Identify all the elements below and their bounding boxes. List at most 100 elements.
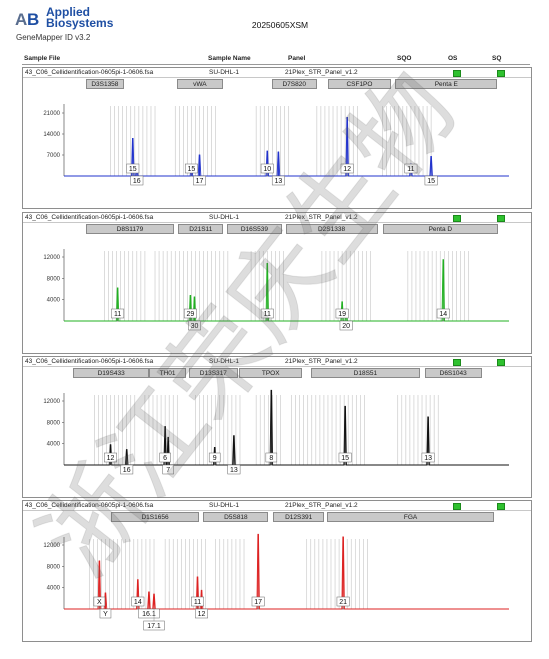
locus-bar-d5s818: D5S818: [203, 512, 269, 522]
locus-bar-tpox: TPOX: [239, 368, 303, 378]
col-sqo: SQO: [397, 55, 412, 62]
quality-sq-indicator: [497, 358, 505, 366]
locus-bar-d2s1338: D2S1338: [285, 224, 378, 234]
brand-name: Applied Biosystems: [46, 6, 113, 29]
col-panel: Panel: [288, 55, 306, 62]
run-id: 20250605XSM: [251, 20, 309, 30]
sample-name: SU-DHL-1: [209, 68, 239, 76]
allele-call-box: [340, 163, 354, 174]
sample-info-row: 43_C06_Cellidentification-0605pi-1-0606.…: [23, 213, 531, 223]
allele-call-label: 15: [188, 166, 196, 173]
allele-call-label: X: [97, 599, 102, 606]
allele-call-box: [138, 608, 160, 619]
quality-os-indicator: [453, 502, 461, 510]
allele-call: 17.1: [143, 609, 165, 631]
allele-call-box: [162, 464, 174, 475]
locus-bar-d18s51: D18S51: [310, 368, 421, 378]
allele-call-label: 13: [424, 455, 432, 462]
allele-call-label: 11: [114, 311, 121, 318]
locus-bar-d21s11: D21S11: [178, 224, 224, 234]
allele-call-label: 6: [163, 455, 167, 462]
allele-call-label: 11: [407, 166, 414, 173]
allele-call-box: [143, 620, 165, 631]
allele-call-box: [111, 308, 125, 319]
y-tick-label: 14000: [43, 132, 60, 138]
allele-call: 13: [271, 175, 285, 186]
allele-call: 15: [126, 163, 140, 176]
locus-bar-penta-d: Penta D: [382, 224, 498, 234]
locus-bar-th01: TH01: [149, 368, 186, 378]
allele-call-label: 12: [107, 455, 115, 462]
panel-name: 21Plex_STR_Panel_v1.2: [285, 501, 358, 509]
allele-call: 13: [227, 464, 241, 475]
locus-bar-penta-e: Penta E: [395, 79, 498, 89]
allele-call-box: [191, 596, 204, 607]
allele-call-label: 7: [166, 467, 170, 474]
locus-bar-d16s539: D16S539: [226, 224, 283, 234]
allele-call-label: 16.1: [142, 611, 156, 618]
col-sq: SQ: [492, 55, 502, 62]
panel-name: 21Plex_STR_Panel_v1.2: [285, 213, 358, 221]
electropherogram-3: 8016024032040048012000800040001216679138…: [43, 389, 509, 475]
allele-call: 12: [195, 608, 208, 619]
allele-call-label: 11: [264, 311, 271, 318]
allele-call-box: [227, 464, 241, 475]
y-tick-label: 8000: [47, 564, 61, 570]
allele-call: 29: [183, 308, 197, 321]
allele-call-box: [421, 452, 435, 463]
allele-call-box: [260, 308, 274, 319]
allele-call-box: [271, 175, 285, 186]
allele-call-label: 12: [343, 166, 351, 173]
sample-info-row: 43_C06_Cellidentification-0605pi-1-0606.…: [23, 357, 531, 367]
allele-call-label: 14: [134, 599, 142, 606]
allele-call: 14: [436, 308, 450, 321]
allele-call-box: [208, 452, 221, 463]
allele-call-box: [404, 163, 418, 174]
allele-call: 11: [191, 596, 204, 609]
signal-trace: [64, 533, 509, 610]
allele-call-box: [126, 163, 140, 174]
y-tick-label: 12000: [43, 399, 60, 405]
allele-call-label: 13: [230, 467, 238, 474]
allele-call-box: [159, 452, 171, 463]
allele-call-label: 15: [427, 178, 435, 185]
sample-panel-3: 43_C06_Cellidentification-0605pi-1-0606.…: [22, 356, 532, 498]
allele-call-label: 16: [123, 467, 131, 474]
col-sample-file: Sample File: [24, 55, 61, 62]
y-tick-label: 21000: [43, 111, 60, 117]
allele-call: 8: [265, 452, 278, 465]
locus-bar-d1s1656: D1S1656: [110, 512, 200, 522]
column-header-row: Sample File Sample Name Panel SQO OS SQ: [22, 55, 530, 65]
locus-bar-d8s1179: D8S1179: [85, 224, 175, 234]
report-header: A B Applied Biosystems GeneMapper ID v3.…: [0, 0, 549, 56]
allele-call-label: 17: [254, 599, 262, 606]
quality-sq-indicator: [497, 69, 505, 77]
allele-call: X: [93, 596, 106, 609]
allele-call-label: 16: [133, 178, 141, 185]
allele-call: 10: [260, 163, 274, 176]
allele-call-box: [336, 596, 350, 607]
signal-trace: [64, 259, 509, 322]
allele-call: 19: [335, 308, 349, 321]
sample-file: 43_C06_Cellidentification-0605pi-1-0606.…: [25, 68, 154, 76]
allele-call: 12: [340, 163, 354, 176]
sample-file: 43_C06_Cellidentification-0605pi-1-0606.…: [25, 357, 154, 365]
locus-bar-d3s1358: D3S1358: [85, 79, 125, 89]
allele-call: 16: [130, 175, 144, 186]
allele-call-label: Y: [103, 611, 108, 618]
sample-file: 43_C06_Cellidentification-0605pi-1-0606.…: [25, 501, 154, 509]
allele-call: 12: [104, 452, 117, 465]
y-tick-label: 4000: [47, 442, 61, 448]
sample-info-row: 43_C06_Cellidentification-0605pi-1-0606.…: [23, 68, 531, 78]
quality-sq-indicator: [497, 502, 505, 510]
allele-call-box: [436, 308, 450, 319]
allele-call-box: [260, 163, 274, 174]
allele-call-label: 11: [194, 599, 201, 606]
allele-call-label: 19: [338, 311, 346, 318]
electropherogram-4: 801602403204004801200080004000XY1416.117…: [43, 533, 509, 631]
panel-name: 21Plex_STR_Panel_v1.2: [285, 357, 358, 365]
allele-call-box: [338, 452, 352, 463]
col-sample-name: Sample Name: [208, 55, 251, 62]
allele-call-label: 17: [196, 178, 204, 185]
allele-call-box: [104, 452, 117, 463]
